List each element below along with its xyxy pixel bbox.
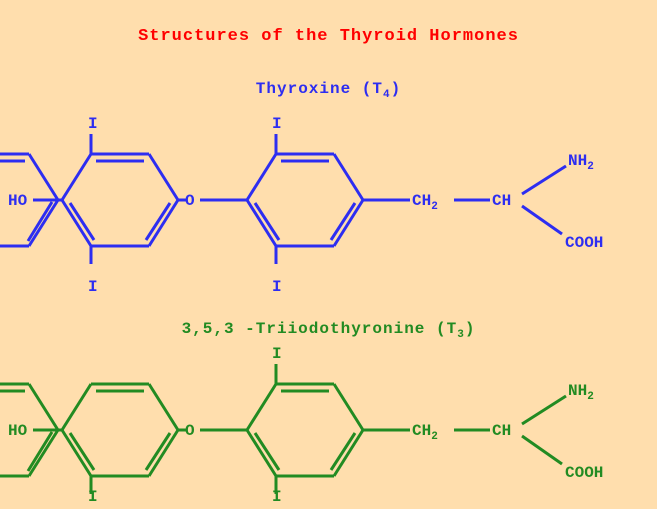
atom-label-cooh: COOH bbox=[565, 464, 603, 482]
atom-label-i_tl: I bbox=[88, 115, 98, 133]
atom-label-ho: HO bbox=[8, 422, 27, 440]
atom-label-o: O bbox=[185, 422, 195, 440]
atom-label-i_br: I bbox=[272, 488, 282, 506]
atom-label-i_tr: I bbox=[272, 345, 282, 363]
structure-diagram bbox=[0, 0, 657, 509]
atom-label-i_tr: I bbox=[272, 115, 282, 133]
atom-label-nh2: NH2 bbox=[568, 382, 594, 403]
atom-label-i_bl: I bbox=[88, 278, 98, 296]
atom-label-ch: CH bbox=[492, 422, 511, 440]
atom-label-cooh: COOH bbox=[565, 234, 603, 252]
atom-label-o: O bbox=[185, 192, 195, 210]
atom-label-ch2: CH2 bbox=[412, 422, 438, 443]
atom-label-i_br: I bbox=[272, 278, 282, 296]
atom-label-ch: CH bbox=[492, 192, 511, 210]
atom-label-i_bl: I bbox=[88, 488, 98, 506]
atom-label-ch2: CH2 bbox=[412, 192, 438, 213]
atom-label-ho: HO bbox=[8, 192, 27, 210]
atom-label-nh2: NH2 bbox=[568, 152, 594, 173]
